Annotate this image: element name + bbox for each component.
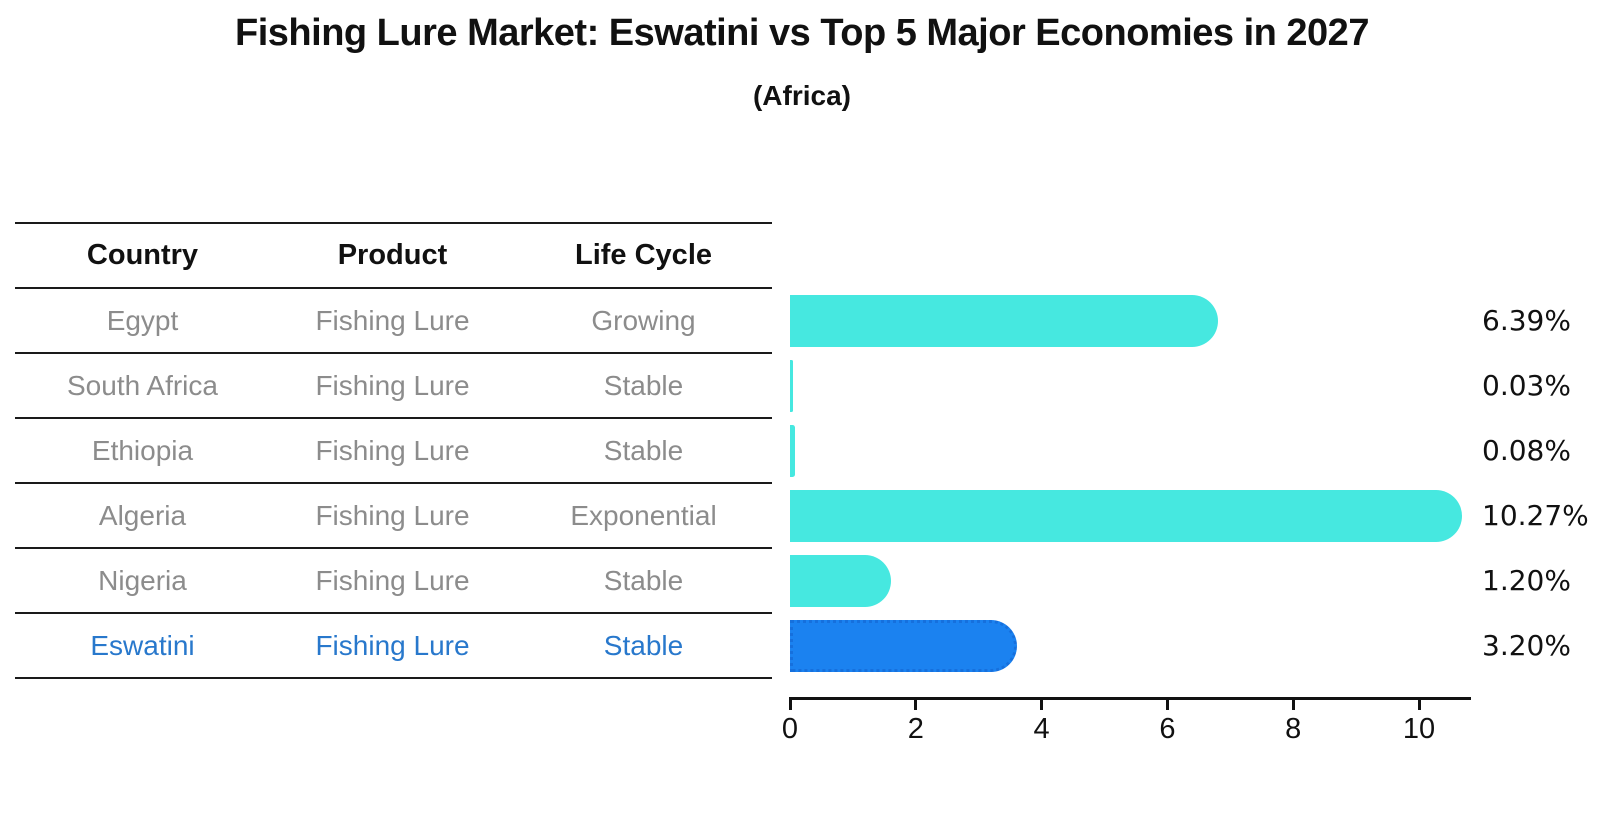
- chart-title: Fishing Lure Market: Eswatini vs Top 5 M…: [235, 12, 1369, 54]
- table-row-ethiopia: Ethiopia Fishing Lure Stable: [15, 419, 772, 484]
- bar-ethiopia: [790, 425, 796, 477]
- tick-mark: [1417, 700, 1421, 710]
- x-tick-4: 4: [1007, 700, 1077, 746]
- tick-mark: [914, 700, 918, 710]
- percent-label-algeria: 10.27%: [1482, 499, 1589, 532]
- percent-label-eswatini: 3.20%: [1482, 629, 1571, 662]
- x-tick-8: 8: [1258, 700, 1328, 746]
- table-row-nigeria: Nigeria Fishing Lure Stable: [15, 549, 772, 614]
- table-row-south-africa: South Africa Fishing Lure Stable: [15, 354, 772, 419]
- x-tick-6: 6: [1132, 700, 1202, 746]
- bar-eswatini: [790, 620, 1018, 672]
- tick-mark: [1165, 700, 1169, 710]
- cell-life-cycle: Stable: [603, 629, 684, 661]
- cell-life-cycle: Stable: [603, 434, 684, 466]
- cell-country: South Africa: [67, 369, 218, 401]
- cell-country: Algeria: [98, 499, 187, 531]
- chart-subtitle: (Africa): [752, 80, 851, 111]
- table-header-row: Country Product Life Cycle: [15, 224, 772, 289]
- bar-nigeria: [790, 555, 892, 607]
- table-row-egypt: Egypt Fishing Lure Growing: [15, 289, 772, 354]
- x-axis-line: [789, 697, 1471, 700]
- bar-egypt: [790, 295, 1218, 347]
- x-tick-10: 10: [1384, 700, 1454, 746]
- cell-life-cycle: Stable: [603, 564, 684, 596]
- tick-label: 2: [907, 713, 924, 745]
- bar-south-africa: [790, 360, 793, 412]
- cell-product: Fishing Lure: [315, 434, 470, 466]
- tick-mark: [1040, 700, 1044, 710]
- tick-label: 6: [1159, 713, 1176, 745]
- tick-label: 0: [781, 713, 799, 745]
- x-tick-2: 2: [881, 700, 951, 746]
- column-header-product: Product: [337, 239, 448, 271]
- table-row-eswatini: Eswatini Fishing Lure Stable: [15, 614, 772, 679]
- cell-product: Fishing Lure: [315, 629, 470, 661]
- x-tick-0: 0: [755, 700, 825, 746]
- percent-label-egypt: 6.39%: [1482, 304, 1571, 337]
- tick-label: 10: [1402, 713, 1436, 745]
- cell-country: Eswatini: [90, 629, 195, 661]
- cell-life-cycle: Stable: [603, 369, 684, 401]
- cell-life-cycle: Exponential: [570, 499, 717, 531]
- country-table: Country Product Life Cycle Egypt Fishing…: [15, 222, 772, 679]
- cell-product: Fishing Lure: [315, 304, 470, 336]
- table-row-algeria: Algeria Fishing Lure Exponential: [15, 484, 772, 549]
- cell-life-cycle: Growing: [591, 304, 696, 336]
- cell-product: Fishing Lure: [315, 369, 470, 401]
- cell-product: Fishing Lure: [315, 564, 470, 596]
- column-header-country: Country: [86, 239, 199, 271]
- cell-country: Egypt: [106, 304, 179, 336]
- cell-country: Ethiopia: [91, 434, 194, 466]
- column-header-life-cycle: Life Cycle: [575, 239, 712, 271]
- tick-label: 8: [1285, 713, 1302, 745]
- cell-country: Nigeria: [98, 564, 187, 596]
- tick-mark: [788, 700, 792, 710]
- tick-mark: [1291, 700, 1295, 710]
- percent-label-ethiopia: 0.08%: [1482, 434, 1571, 467]
- percent-label-nigeria: 1.20%: [1482, 564, 1571, 597]
- bar-algeria: [790, 490, 1462, 542]
- percent-label-south-africa: 0.03%: [1482, 369, 1571, 402]
- cell-product: Fishing Lure: [315, 499, 470, 531]
- tick-label: 4: [1033, 713, 1050, 745]
